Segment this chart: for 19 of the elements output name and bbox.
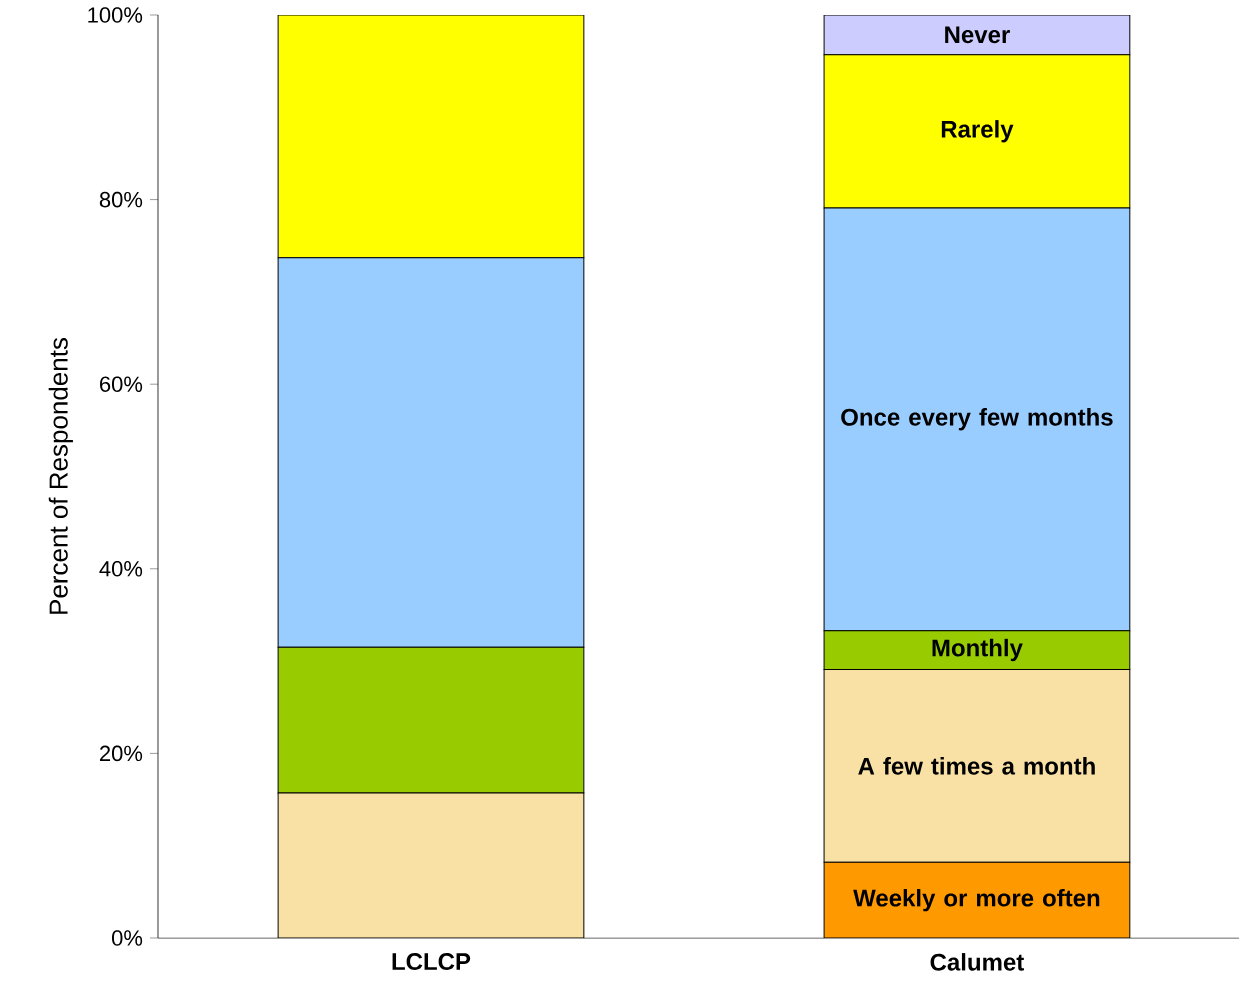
y-tick-label: 80% bbox=[99, 191, 143, 208]
series-label: Weekly or more often bbox=[853, 888, 1100, 912]
series-label: Rarely bbox=[941, 120, 1014, 143]
x-tick-label: Calumet bbox=[930, 953, 1024, 971]
series-label: A few times a month bbox=[858, 757, 1095, 775]
series-label: Monthly bbox=[932, 638, 1023, 662]
series-label: Never bbox=[945, 26, 1010, 44]
bar bbox=[823, 668, 1131, 863]
bar bbox=[277, 14, 585, 259]
x-tick-label: LCLCP bbox=[392, 953, 471, 971]
bar bbox=[823, 54, 1131, 209]
y-tick-label: 100% bbox=[88, 7, 143, 23]
y-tick-label: 0% bbox=[111, 930, 143, 946]
series-label: Once every few months bbox=[841, 408, 1113, 431]
y-tick-label: 40% bbox=[99, 561, 143, 577]
bar bbox=[278, 793, 584, 938]
y-axis-title: Percent of Respondents bbox=[48, 337, 73, 614]
y-tick-label: 60% bbox=[100, 376, 143, 392]
y-tick-label: 20% bbox=[100, 745, 143, 762]
